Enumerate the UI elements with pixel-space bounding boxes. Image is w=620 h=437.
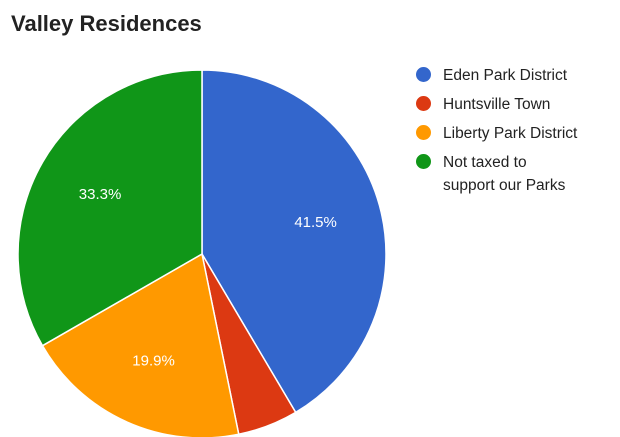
pie-slice-0[interactable] — [201, 69, 387, 414]
legend-swatch-2 — [416, 125, 431, 140]
legend-item-0[interactable]: Eden Park District — [416, 64, 616, 87]
pie-slice-2[interactable] — [41, 252, 240, 437]
legend-swatch-3 — [416, 154, 431, 169]
legend-swatch-0 — [416, 67, 431, 82]
slice-label-0: 41.5% — [294, 214, 337, 231]
legend-label-1: Huntsville Town — [443, 96, 551, 113]
slice-label-3: 33.3% — [79, 186, 122, 203]
slice-label-2: 19.9% — [132, 352, 175, 369]
legend-swatch-1 — [416, 96, 431, 111]
legend-label-3: Not taxed to support our Parks — [443, 154, 566, 194]
legend-label-2: Liberty Park District — [443, 125, 578, 142]
chart-legend: Eden Park District Huntsville Town Liberty… — [416, 64, 616, 203]
legend-item-3[interactable]: Not taxed to support our Parks — [416, 151, 616, 197]
legend-item-1[interactable]: Huntsville Town — [416, 93, 616, 116]
legend-item-2[interactable]: Liberty Park District — [416, 122, 616, 145]
chart-title: Valley Residences — [11, 11, 202, 36]
pie-slice-3[interactable] — [17, 69, 203, 347]
legend-label-0: Eden Park District — [443, 67, 568, 84]
